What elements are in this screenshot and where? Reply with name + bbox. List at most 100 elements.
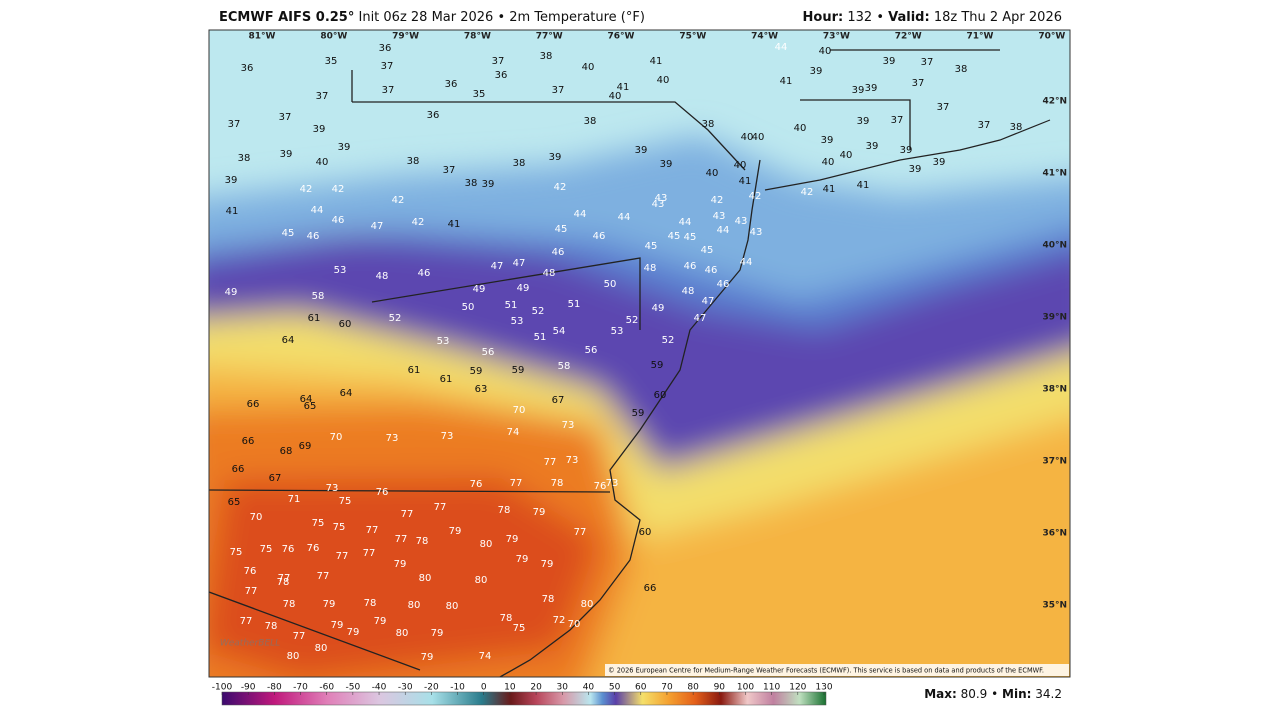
lat-label: 36°N	[1042, 529, 1067, 539]
station-temp: 45	[684, 232, 697, 243]
colorbar-tick-label: -10	[450, 683, 465, 693]
station-temp: 37	[316, 91, 329, 102]
station-temp: 80	[480, 539, 493, 550]
station-temp: 75	[312, 518, 325, 529]
temperature-field	[209, 30, 1070, 677]
colorbar-tick-label: 30	[557, 683, 569, 693]
station-temp: 45	[645, 241, 658, 252]
station-temp: 75	[230, 547, 243, 558]
station-temp: 73	[326, 483, 339, 494]
station-temp: 41	[617, 82, 630, 93]
station-temp: 37	[443, 165, 456, 176]
station-temp: 60	[654, 390, 667, 401]
station-temp: 78	[498, 505, 511, 516]
station-temp: 42	[749, 191, 762, 202]
colorbar-tick-label: -100	[212, 683, 233, 693]
station-temp: 79	[431, 628, 444, 639]
colorbar-tick-label: 50	[609, 683, 621, 693]
station-temp: 65	[304, 401, 317, 412]
station-temp: 68	[280, 446, 293, 457]
station-temp: 39	[883, 56, 896, 67]
station-temp: 52	[626, 315, 639, 326]
station-temp: 39	[933, 157, 946, 168]
station-temp: 38	[955, 64, 968, 75]
valid: 18z Thu 2 Apr 2026	[933, 10, 1062, 25]
station-temp: 39	[810, 66, 823, 77]
station-temp: 47	[702, 296, 715, 307]
station-temp: 37	[552, 85, 565, 96]
station-temp: 59	[651, 360, 664, 371]
station-temp: 40	[609, 91, 622, 102]
station-temp: 36	[241, 63, 254, 74]
station-temp: 42	[554, 182, 567, 193]
station-temp: 39	[821, 135, 834, 146]
run: Init 06z 28 Mar 2026 • 2m Temperature (°…	[358, 10, 645, 25]
station-temp: 43	[652, 199, 665, 210]
station-temp: 56	[482, 347, 495, 358]
station-temp: 42	[332, 184, 345, 195]
station-temp: 40	[657, 75, 670, 86]
station-temp: 39	[857, 116, 870, 127]
station-temp: 36	[427, 110, 440, 121]
station-temp: 78	[265, 621, 278, 632]
station-temp: 77	[363, 548, 376, 559]
station-temp: 77	[293, 631, 306, 642]
station-temp: 77	[317, 571, 330, 582]
station-temp: 40	[840, 150, 853, 161]
lon-label: 74°W	[751, 32, 778, 42]
lon-label: 79°W	[392, 32, 419, 42]
lon-label: 75°W	[679, 32, 706, 42]
station-temp: 66	[644, 583, 657, 594]
station-temp: 40	[794, 123, 807, 134]
colorbar-tick-label: 10	[504, 683, 516, 693]
station-temp: 70	[250, 512, 263, 523]
station-temp: 36	[379, 43, 392, 54]
station-temp: 39	[909, 164, 922, 175]
station-temp: 39	[635, 145, 648, 156]
colorbar-tick-label: 100	[737, 683, 754, 693]
station-temp: 46	[705, 265, 718, 276]
station-temp: 52	[662, 335, 675, 346]
station-temp: 73	[441, 431, 454, 442]
lat-label: 40°N	[1042, 241, 1067, 251]
station-temp: 77	[278, 573, 291, 584]
station-temp: 46	[332, 215, 345, 226]
station-temp: 49	[517, 283, 530, 294]
station-temp: 78	[542, 594, 555, 605]
station-temp: 63	[475, 384, 488, 395]
station-temp: 39	[482, 179, 495, 190]
station-temp: 42	[412, 217, 425, 228]
station-temp: 39	[900, 145, 913, 156]
station-temp: 51	[505, 300, 518, 311]
station-temp: 80	[581, 599, 594, 610]
station-temp: 37	[382, 85, 395, 96]
station-temp: 49	[652, 303, 665, 314]
station-temp: 43	[750, 227, 763, 238]
min: 34.2	[1035, 687, 1062, 701]
station-temp: 38	[407, 156, 420, 167]
station-temp: 79	[323, 599, 336, 610]
station-temp: 52	[532, 306, 545, 317]
station-temp: 39	[549, 152, 562, 163]
station-temp: 75	[513, 623, 526, 634]
station-temp: 37	[228, 119, 241, 130]
station-temp: 48	[376, 271, 389, 282]
station-temp: 79	[421, 652, 434, 663]
station-temp: 76	[594, 481, 607, 492]
station-temp: 80	[475, 575, 488, 586]
station-temp: 43	[713, 211, 726, 222]
station-temp: 69	[299, 441, 312, 452]
station-temp: 61	[308, 313, 321, 324]
station-temp: 39	[660, 159, 673, 170]
station-temp: 46	[552, 247, 565, 258]
colorbar	[221, 691, 827, 706]
station-temp: 42	[392, 195, 405, 206]
station-temp: 48	[644, 263, 657, 274]
station-temp: 79	[506, 534, 519, 545]
station-temp: 39	[866, 141, 879, 152]
station-temp: 45	[668, 231, 681, 242]
station-temp: 38	[540, 51, 553, 62]
station-temp: 79	[449, 526, 462, 537]
colorbar-tick-label: -50	[346, 683, 361, 693]
